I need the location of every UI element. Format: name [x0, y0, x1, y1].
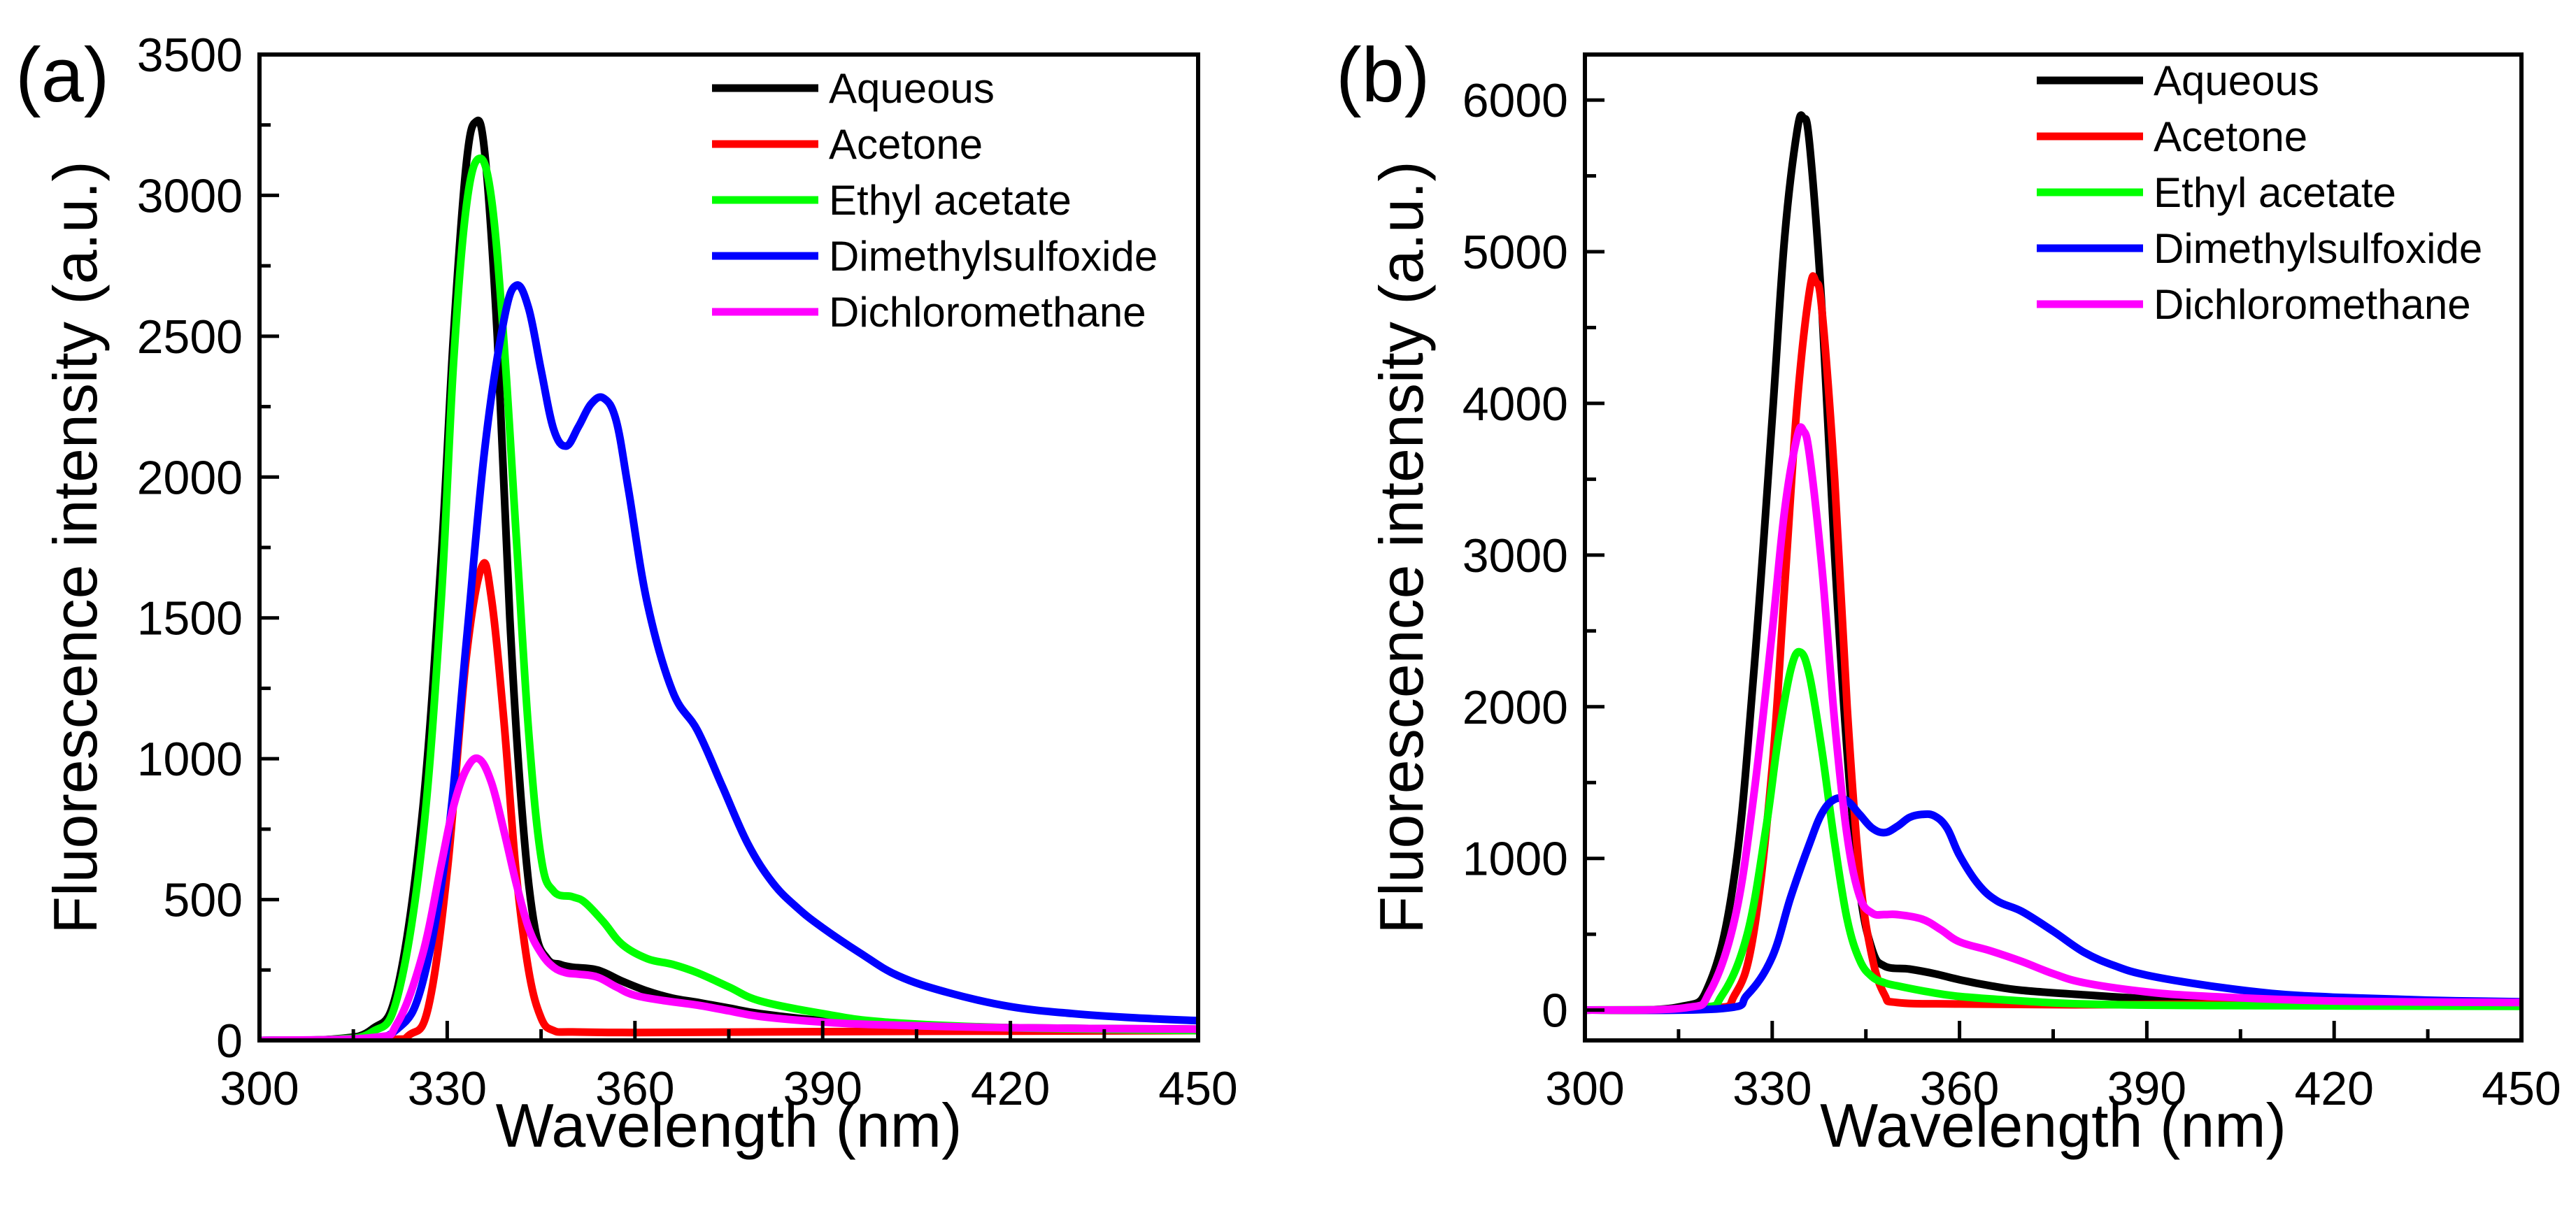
legend-label: Dichloromethane	[2154, 281, 2471, 328]
legend-label: Dimethylsulfoxide	[829, 233, 1158, 280]
series-line-dimethylsulfoxide	[259, 281, 1198, 1040]
series-line-ethyl-acetate	[1585, 647, 2521, 1015]
x-axis-title: Wavelength (nm)	[496, 1091, 962, 1160]
y-axis-title: Fluorescence intensity (a.u.)	[41, 161, 110, 933]
y-tick-label: 4000	[1463, 378, 1568, 431]
x-tick-label: 390	[783, 1062, 862, 1115]
y-tick-label: 0	[1542, 984, 1568, 1038]
legend-label: Acetone	[829, 121, 983, 168]
legend-label: Aqueous	[2154, 57, 2319, 104]
x-tick-label: 450	[1158, 1062, 1237, 1115]
y-tick-label: 500	[164, 874, 243, 927]
x-tick-label: 330	[408, 1062, 487, 1115]
legend-label: Dimethylsulfoxide	[2154, 225, 2482, 272]
series-line-dichloromethane	[1585, 423, 2521, 1015]
series-line-aqueous	[1585, 111, 2521, 1015]
legend-label: Dichloromethane	[829, 289, 1146, 336]
y-tick-label: 6000	[1463, 74, 1568, 127]
y-tick-label: 1500	[137, 592, 243, 645]
legend-label: Acetone	[2154, 113, 2307, 160]
chart-panel-0: 300 330 360 390 420 450 0 500 1000 1500 2000 2500 30…	[15, 29, 1238, 1160]
series-line-dichloromethane	[259, 754, 1198, 1040]
x-tick-label: 420	[2294, 1062, 2373, 1115]
y-tick-label: 3000	[137, 169, 243, 222]
y-tick-label: 2000	[137, 451, 243, 504]
panel-label: (a)	[15, 32, 109, 118]
y-tick-label: 3500	[137, 29, 243, 82]
series-line-acetone	[259, 559, 1198, 1040]
y-axis-title: Fluorescence intensity (a.u.)	[1367, 161, 1436, 933]
legend-label: Ethyl acetate	[829, 177, 1072, 224]
series-line-dimethylsulfoxide	[1585, 794, 2521, 1015]
panel-label: (b)	[1336, 32, 1430, 118]
y-tick-label: 0	[216, 1015, 243, 1068]
series-line-acetone	[1585, 272, 2521, 1015]
legend-label: Aqueous	[829, 65, 995, 112]
series-line-ethyl-acetate	[259, 155, 1198, 1040]
x-tick-label: 450	[2482, 1062, 2561, 1115]
chart-panel-1: 300 330 360 390 420 450 0 1000 2000 3000 4000 5000 6…	[1336, 32, 2561, 1160]
x-tick-label: 420	[971, 1062, 1050, 1115]
x-axis-title: Wavelength (nm)	[1820, 1091, 2286, 1160]
x-tick-label: 300	[220, 1062, 299, 1115]
y-tick-label: 2000	[1463, 681, 1568, 734]
x-tick-label: 300	[1545, 1062, 1624, 1115]
y-tick-label: 3000	[1463, 529, 1568, 582]
x-tick-label: 390	[2107, 1062, 2186, 1115]
y-tick-label: 2500	[137, 310, 243, 364]
y-tick-label: 5000	[1463, 226, 1568, 279]
x-tick-label: 330	[1732, 1062, 1812, 1115]
y-tick-label: 1000	[1463, 833, 1568, 886]
y-tick-label: 1000	[137, 733, 243, 786]
x-tick-label: 360	[595, 1062, 674, 1115]
legend-label: Ethyl acetate	[2154, 169, 2396, 216]
x-tick-label: 360	[1920, 1062, 1999, 1115]
